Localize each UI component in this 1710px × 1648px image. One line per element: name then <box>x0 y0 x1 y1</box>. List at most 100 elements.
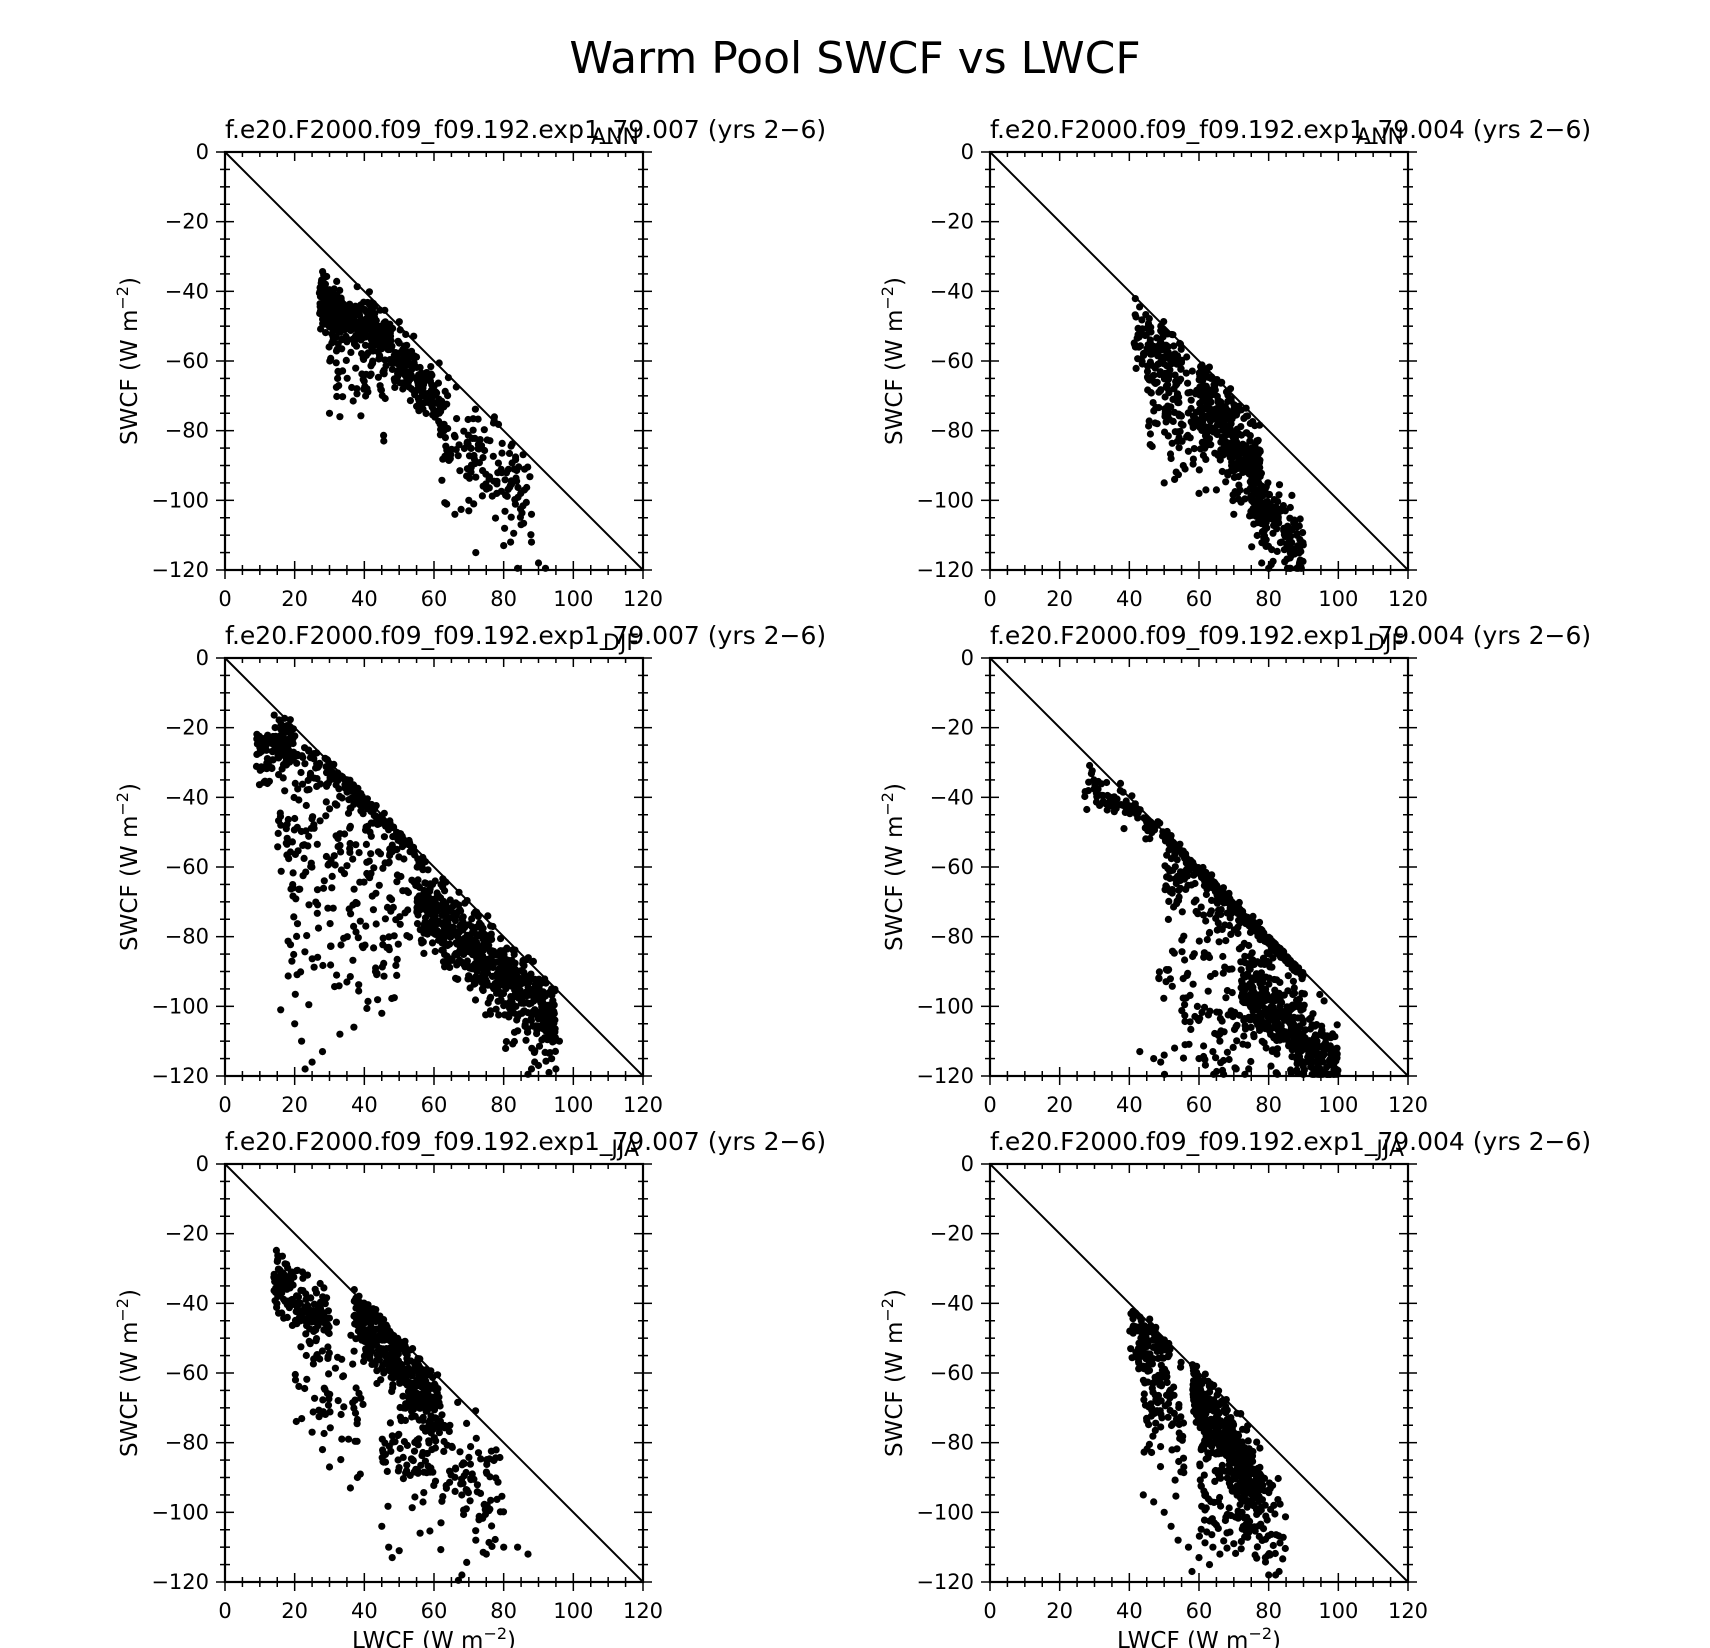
scatter-point <box>282 825 290 833</box>
scatter-point <box>1252 970 1261 978</box>
scatter-point <box>380 437 388 445</box>
scatter-point <box>471 460 479 468</box>
y-tick-label: −120 <box>151 1064 209 1088</box>
scatter-point <box>1180 932 1188 940</box>
scatter-point <box>1189 952 1197 961</box>
scatter-point <box>427 910 435 918</box>
scatter-point <box>452 383 460 391</box>
scatter-point <box>1178 908 1186 916</box>
scatter-point <box>1266 500 1274 508</box>
scatter-point <box>1300 990 1308 998</box>
scatter-point <box>1216 1014 1224 1023</box>
scatter-point <box>1175 444 1183 452</box>
scatter-point <box>485 484 493 492</box>
scatter-point <box>323 756 332 764</box>
scatter-point <box>528 1011 536 1019</box>
y-axis-label-exponent: −2 <box>878 286 897 310</box>
x-tick-label: 100 <box>1318 1093 1358 1117</box>
scatter-point <box>537 980 545 988</box>
scatter-point <box>468 915 476 923</box>
scatter-point <box>302 1330 310 1338</box>
x-tick-label: 60 <box>1186 587 1213 611</box>
scatter-point <box>1171 350 1179 358</box>
scatter-point <box>1195 1016 1203 1025</box>
scatter-point <box>517 489 525 498</box>
scatter-point <box>336 286 344 294</box>
scatter-point <box>486 1007 495 1015</box>
scatter-point <box>284 972 292 980</box>
x-tick-label: 120 <box>623 1093 663 1117</box>
scatter-point <box>356 321 364 329</box>
scatter-point <box>1276 997 1284 1006</box>
scatter-point <box>1299 1005 1307 1013</box>
panel-title: f.e20.F2000.f09_f09.192.exp1_79.004 (yrs… <box>990 115 1591 144</box>
panel-frame: 0 20 40 60 80 100 120 0 −20 −40 −60 −80 −100 −120 <box>151 140 663 611</box>
scatter-point <box>463 931 471 940</box>
scatter-point <box>1202 455 1210 463</box>
scatter-point <box>1246 1015 1254 1024</box>
scatter-point <box>1256 472 1264 481</box>
scatter-point <box>403 932 411 940</box>
scatter-point <box>355 981 363 989</box>
scatter-point <box>275 736 283 744</box>
scatter-point <box>374 373 382 381</box>
scatter-point <box>1276 539 1284 547</box>
scatter-point <box>280 1314 288 1322</box>
scatter-point <box>1156 819 1164 827</box>
scatter-point <box>1207 907 1215 915</box>
scatter-point <box>1132 810 1140 818</box>
scatter-point <box>1242 442 1250 450</box>
scatter-point <box>1083 805 1091 814</box>
scatter-point <box>1246 437 1254 445</box>
scatter-point <box>1140 351 1148 360</box>
scatter-point <box>466 984 474 992</box>
scatter-point <box>1265 564 1273 572</box>
scatter-point <box>284 937 292 945</box>
scatter-point <box>292 1292 301 1300</box>
panel-title: f.e20.F2000.f09_f09.192.exp1_79.007 (yrs… <box>225 621 826 650</box>
scatter-point <box>1128 792 1136 800</box>
scatter-point <box>527 531 535 539</box>
scatter-point <box>471 996 480 1004</box>
scatter-point <box>317 325 325 333</box>
scatter-point <box>288 838 296 846</box>
scatter-point <box>281 1260 289 1268</box>
scatter-point <box>517 521 525 529</box>
x-tick-label: 80 <box>490 587 517 611</box>
scatter-point <box>1256 1026 1264 1034</box>
panel-title: f.e20.F2000.f09_f09.192.exp1_79.007 (yrs… <box>225 115 826 144</box>
scatter-point <box>287 1277 295 1285</box>
scatter-point <box>333 971 341 979</box>
scatter-point <box>334 367 342 375</box>
scatter-point <box>501 1000 509 1008</box>
scatter-points <box>1130 295 1307 572</box>
scatter-point <box>1254 991 1262 999</box>
y-tick-label: −60 <box>165 855 209 879</box>
y-axis-label: SWCF (W m−2) <box>878 783 909 951</box>
scatter-point <box>431 877 439 885</box>
scatter-point <box>288 1321 296 1329</box>
scatter-point <box>1215 410 1223 418</box>
scatter-point <box>551 1047 560 1055</box>
scatter-point <box>1319 1070 1327 1078</box>
scatter-point <box>357 412 365 420</box>
scatter-point <box>1229 1043 1237 1051</box>
x-tick-label: 0 <box>218 1599 231 1623</box>
scatter-point <box>545 1068 553 1077</box>
scatter-point <box>1293 1066 1301 1074</box>
x-tick-label: 80 <box>1255 1093 1282 1117</box>
scatter-point <box>440 918 448 926</box>
scatter-point <box>1162 418 1170 426</box>
scatter-point <box>444 374 452 382</box>
scatter-point <box>548 1055 556 1063</box>
scatter-point <box>1189 980 1197 988</box>
scatter-point <box>527 538 536 546</box>
scatter-point <box>438 476 446 484</box>
x-tick-label: 20 <box>281 1599 308 1623</box>
scatter-point <box>1222 478 1230 486</box>
scatter-point <box>435 936 443 944</box>
y-axis-label: SWCF (W m−2) <box>113 1289 144 1457</box>
scatter-point <box>319 294 327 302</box>
scatter-point <box>441 499 449 507</box>
panel-title: f.e20.F2000.f09_f09.192.exp1_79.004 (yrs… <box>990 621 1591 650</box>
